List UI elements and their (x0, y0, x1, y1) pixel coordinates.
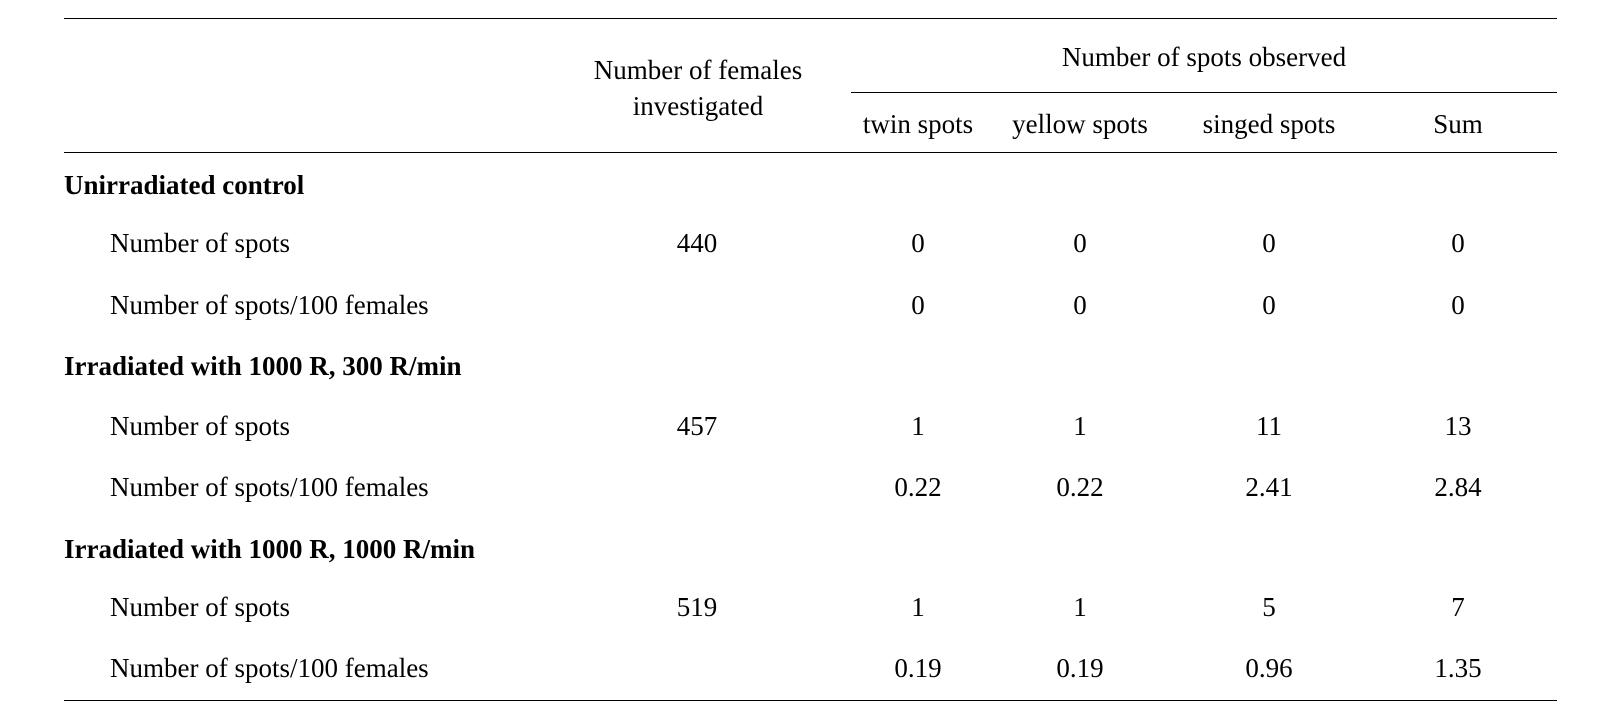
row-label: Number of spots/100 females (110, 472, 429, 502)
group-title: Unirradiated control (64, 170, 305, 200)
row-label: Number of spots/100 females (110, 653, 429, 683)
cell-twin-spots: 0.19 (894, 653, 942, 683)
group-title: Irradiated with 1000 R, 1000 R/min (64, 534, 475, 564)
cell-sum: 13 (1444, 411, 1472, 441)
group-title: Irradiated with 1000 R, 300 R/min (64, 351, 462, 381)
header-spots-observed: Number of spots observed (1061, 42, 1347, 72)
column-header-yellow-spots: yellow spots (1012, 109, 1148, 139)
cell-singed-spots: 0 (1262, 290, 1276, 320)
cell-twin-spots: 0 (911, 290, 925, 320)
column-header-singed-spots: singed spots (1202, 109, 1336, 139)
cell-singed-spots: 11 (1256, 411, 1282, 441)
cell-twin-spots: 0.22 (894, 472, 942, 502)
cell-yellow-spots: 1 (1073, 592, 1087, 622)
column-header-twin-spots: twin spots (862, 109, 974, 139)
cell-females: 457 (676, 411, 718, 441)
row-label: Number of spots/100 females (110, 290, 429, 320)
row-label: Number of spots (110, 592, 290, 622)
row-label: Number of spots (110, 411, 290, 441)
cell-singed-spots: 0 (1262, 228, 1276, 258)
column-header-sum: Sum (1433, 109, 1483, 139)
row-label: Number of spots (110, 228, 290, 258)
cell-yellow-spots: 0.22 (1056, 472, 1104, 502)
cell-sum: 1.35 (1434, 653, 1482, 683)
cell-yellow-spots: 1 (1073, 411, 1087, 441)
cell-yellow-spots: 0 (1073, 228, 1087, 258)
cell-females: 440 (676, 228, 718, 258)
cell-singed-spots: 5 (1262, 592, 1276, 622)
cell-singed-spots: 0.96 (1245, 653, 1293, 683)
cell-yellow-spots: 0 (1073, 290, 1087, 320)
cell-yellow-spots: 0.19 (1056, 653, 1104, 683)
header-bottom-rule (64, 152, 1557, 153)
table-bottom-rule (64, 700, 1557, 701)
header-females-line1: Number of females (593, 55, 803, 85)
table-top-rule (64, 18, 1557, 19)
cell-twin-spots: 1 (911, 592, 925, 622)
cell-sum: 2.84 (1434, 472, 1482, 502)
header-spanner-rule (851, 92, 1557, 93)
cell-sum: 0 (1451, 290, 1465, 320)
cell-sum: 7 (1451, 592, 1465, 622)
cell-females: 519 (676, 592, 718, 622)
cell-twin-spots: 1 (911, 411, 925, 441)
header-females-line2: investigated (632, 91, 764, 121)
cell-twin-spots: 0 (911, 228, 925, 258)
cell-singed-spots: 2.41 (1245, 472, 1293, 502)
header-females-investigated: Number of females investigated (594, 52, 802, 124)
cell-sum: 0 (1451, 228, 1465, 258)
